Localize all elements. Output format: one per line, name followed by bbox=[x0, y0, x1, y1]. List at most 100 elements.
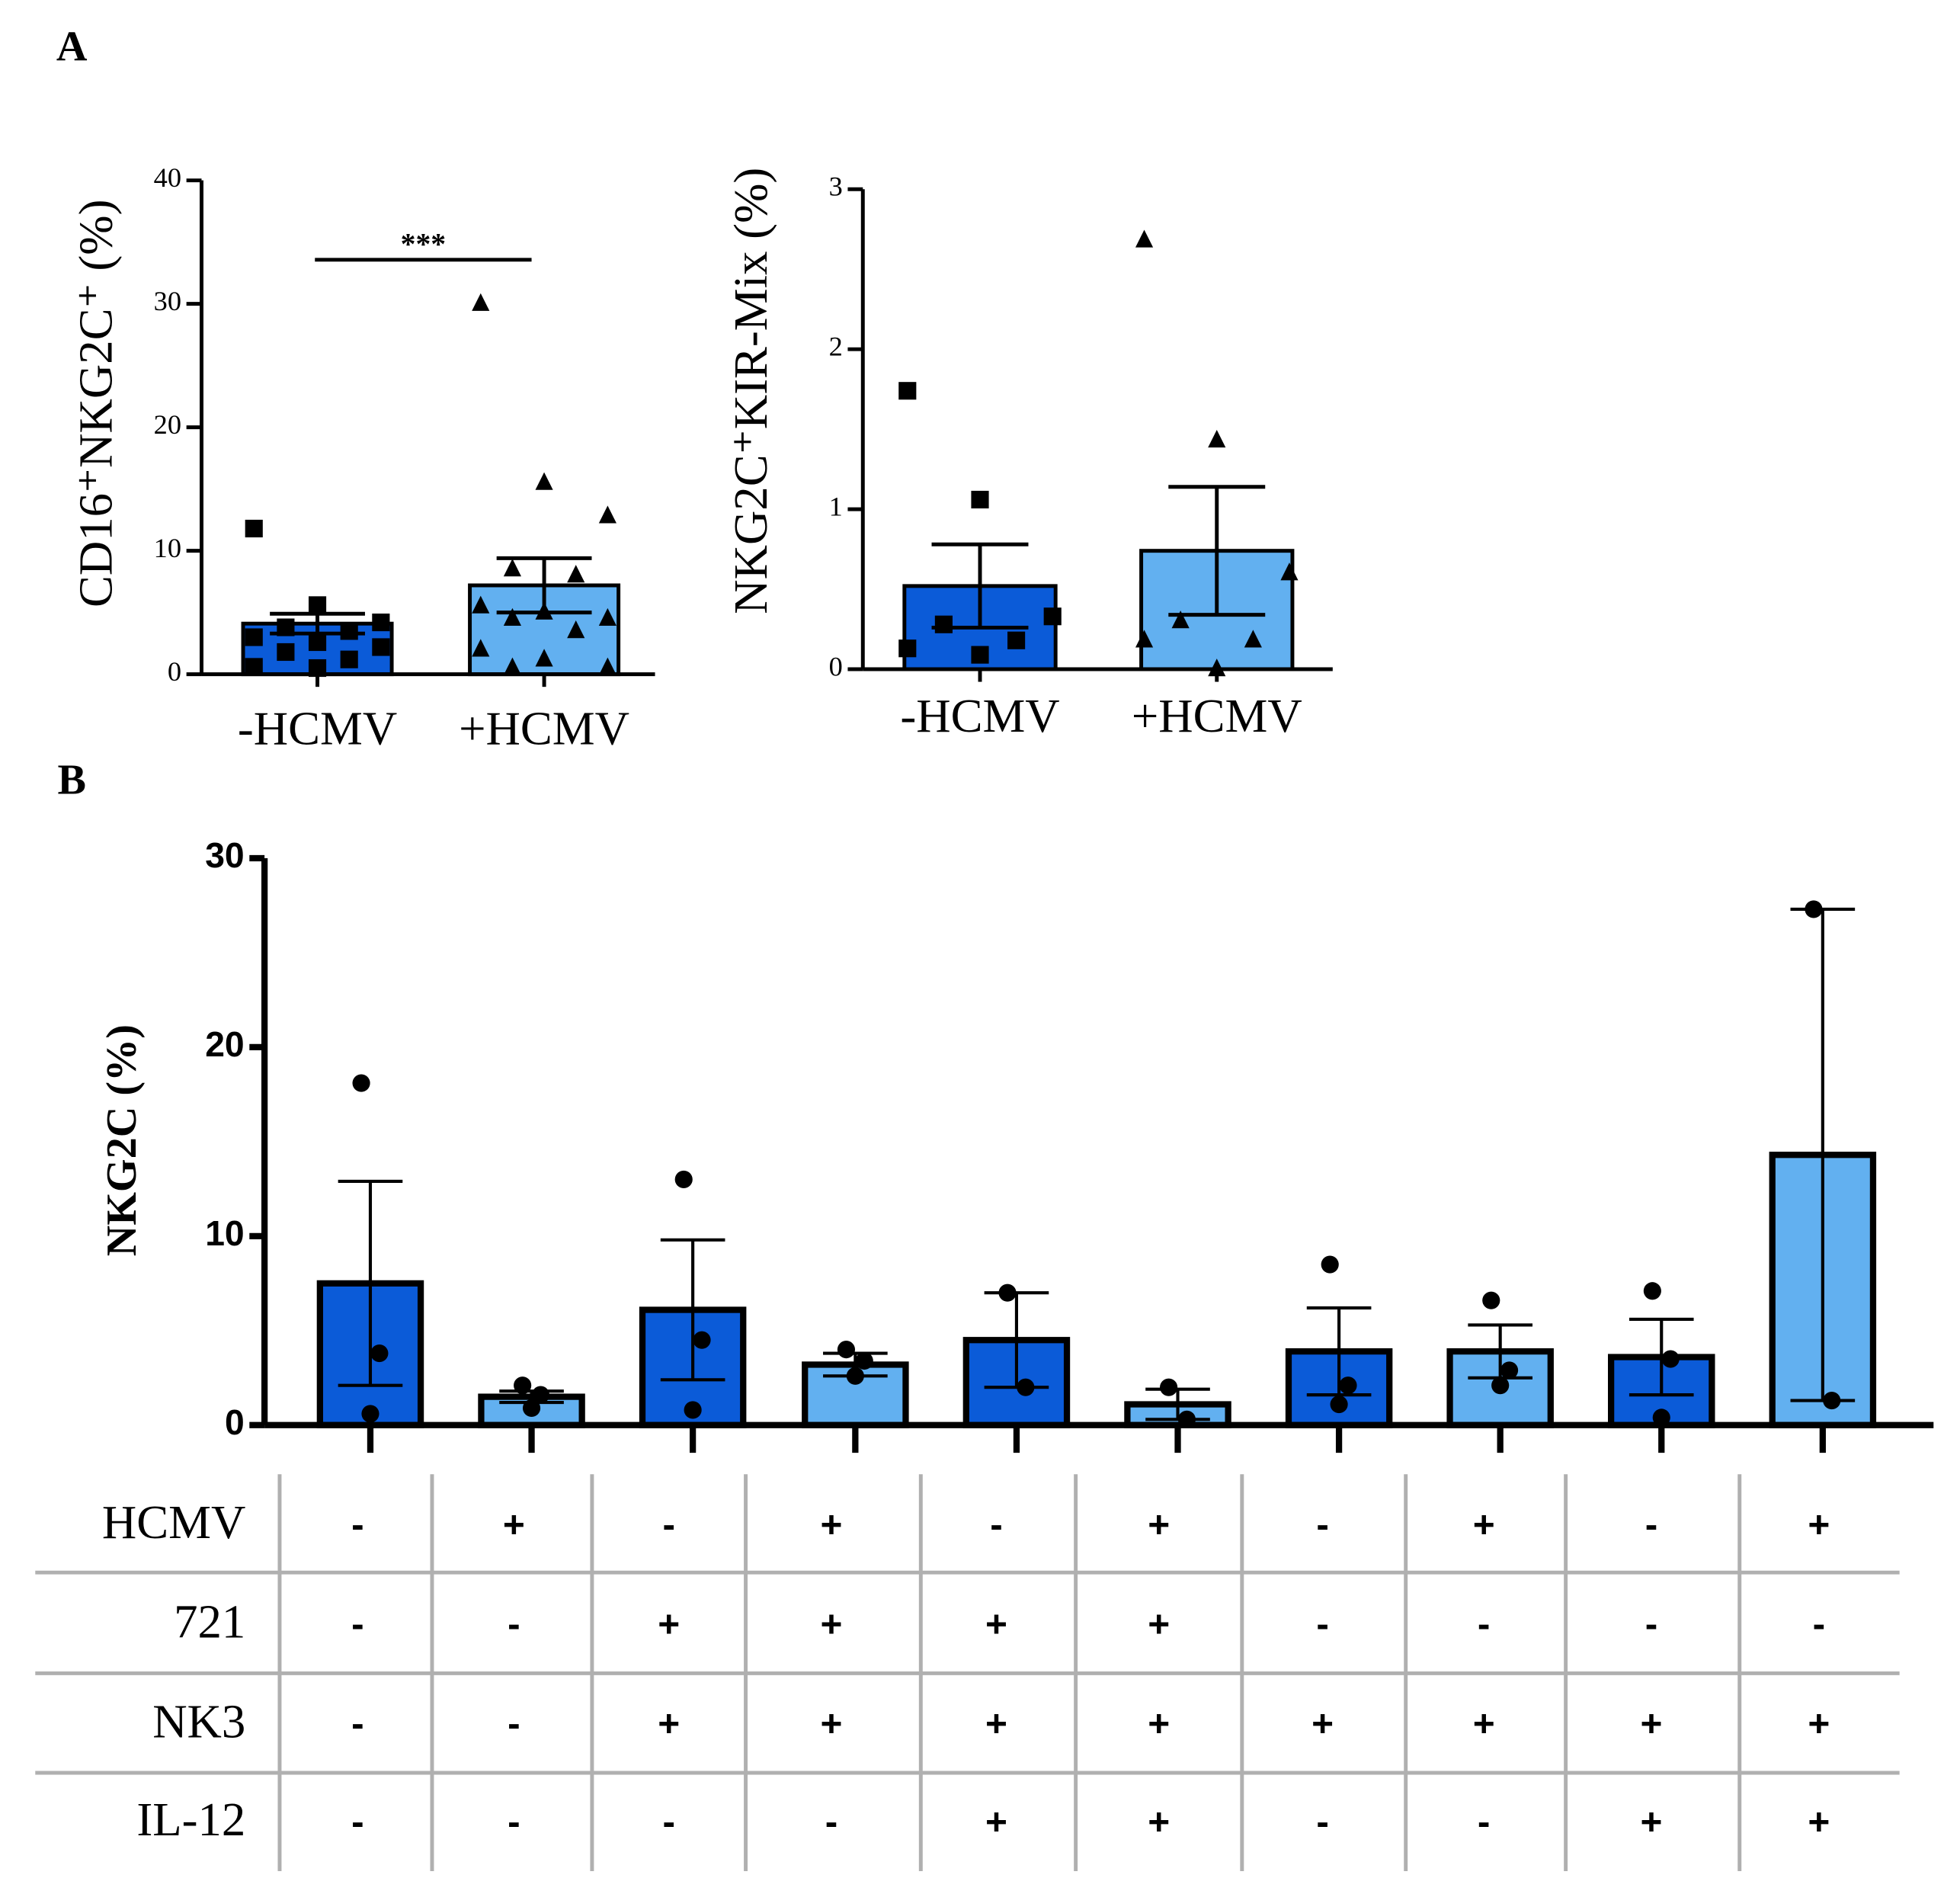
point bbox=[245, 628, 263, 646]
condition-value: - bbox=[508, 1702, 520, 1745]
condition-value: + bbox=[1311, 1702, 1334, 1745]
error-bar bbox=[823, 1351, 888, 1378]
significance-label: *** bbox=[401, 227, 446, 261]
y-tick-label: 1 bbox=[829, 491, 843, 521]
condition-label: IL-12 bbox=[136, 1793, 245, 1846]
y-tick-label: 20 bbox=[154, 409, 181, 440]
condition-label: 721 bbox=[174, 1595, 245, 1649]
error-bar bbox=[499, 1389, 564, 1405]
condition-value: + bbox=[985, 1602, 1007, 1645]
point bbox=[352, 1074, 370, 1092]
condition-value: + bbox=[1148, 1602, 1170, 1645]
condition-value: - bbox=[1316, 1503, 1329, 1546]
y-tick-label: 10 bbox=[205, 1213, 244, 1253]
point bbox=[372, 638, 390, 656]
condition-value: + bbox=[1808, 1503, 1830, 1546]
condition-value: + bbox=[1641, 1702, 1663, 1745]
condition-value: - bbox=[825, 1800, 838, 1843]
point bbox=[1339, 1376, 1357, 1395]
condition-value: - bbox=[1645, 1503, 1658, 1546]
point bbox=[472, 595, 490, 614]
condition-value: - bbox=[351, 1503, 364, 1546]
condition-value: - bbox=[1316, 1602, 1329, 1645]
condition-value: - bbox=[351, 1702, 364, 1745]
point bbox=[1500, 1361, 1519, 1380]
point bbox=[472, 293, 490, 311]
condition-value: + bbox=[503, 1503, 525, 1546]
point bbox=[1643, 1282, 1661, 1300]
condition-value: + bbox=[1808, 1702, 1830, 1745]
point bbox=[372, 614, 390, 632]
point bbox=[684, 1401, 702, 1419]
condition-value: - bbox=[662, 1800, 675, 1843]
point bbox=[1135, 630, 1154, 648]
condition-value: + bbox=[1808, 1800, 1830, 1843]
point bbox=[898, 382, 917, 400]
condition-value: - bbox=[1478, 1800, 1491, 1843]
point bbox=[855, 1351, 873, 1370]
error-bar bbox=[1468, 1323, 1532, 1380]
condition-value: - bbox=[1316, 1800, 1329, 1843]
y-tick-label: 3 bbox=[829, 171, 843, 202]
point bbox=[245, 658, 263, 676]
point bbox=[1160, 1378, 1178, 1396]
y-axis-label: CD16⁺NKG2C⁺ (%) bbox=[69, 199, 123, 607]
point bbox=[361, 1405, 380, 1423]
point bbox=[971, 646, 989, 664]
point bbox=[898, 639, 917, 658]
x-tick-label: -HCMV bbox=[238, 702, 397, 755]
condition-value: - bbox=[1645, 1602, 1658, 1645]
error-bar bbox=[270, 611, 365, 636]
condition-grid bbox=[35, 1474, 1900, 1871]
condition-value: + bbox=[820, 1702, 842, 1745]
point bbox=[503, 607, 521, 626]
point bbox=[1244, 630, 1262, 648]
point bbox=[472, 639, 490, 657]
condition-value: + bbox=[1148, 1702, 1170, 1745]
point bbox=[598, 607, 617, 626]
condition-value: - bbox=[508, 1602, 520, 1645]
point bbox=[1280, 562, 1299, 581]
error-bar bbox=[984, 1291, 1049, 1389]
point bbox=[674, 1170, 693, 1189]
panel-label: B bbox=[57, 756, 85, 803]
point bbox=[1208, 429, 1226, 448]
error-bar bbox=[660, 1238, 725, 1382]
condition-value: + bbox=[1148, 1503, 1170, 1546]
error-bar bbox=[931, 542, 1029, 630]
point bbox=[1482, 1291, 1500, 1309]
condition-label: HCMV bbox=[102, 1495, 245, 1549]
point bbox=[340, 622, 358, 640]
x-tick-label: +HCMV bbox=[459, 702, 629, 755]
point bbox=[1330, 1395, 1348, 1414]
point bbox=[308, 633, 327, 652]
point bbox=[971, 490, 989, 509]
point bbox=[1491, 1376, 1510, 1395]
point bbox=[1661, 1350, 1680, 1368]
point bbox=[503, 559, 521, 577]
condition-value: - bbox=[1478, 1602, 1491, 1645]
point bbox=[370, 1344, 389, 1363]
condition-value: + bbox=[985, 1702, 1007, 1745]
y-tick-label: 2 bbox=[829, 332, 843, 362]
condition-value: - bbox=[990, 1503, 1003, 1546]
point bbox=[598, 505, 617, 524]
error-bar bbox=[1306, 1306, 1372, 1397]
condition-value: + bbox=[1473, 1503, 1495, 1546]
point bbox=[1007, 631, 1026, 649]
condition-value: + bbox=[985, 1800, 1007, 1843]
condition-value: - bbox=[351, 1602, 364, 1645]
point bbox=[1171, 611, 1190, 629]
condition-label: NK3 bbox=[152, 1694, 245, 1748]
y-tick-label: 40 bbox=[154, 162, 181, 193]
y-axis-label: NKG2C (%) bbox=[98, 1024, 146, 1256]
y-tick-label: 30 bbox=[154, 286, 181, 316]
point bbox=[934, 615, 953, 633]
condition-value: + bbox=[1641, 1800, 1663, 1843]
point bbox=[1043, 607, 1062, 626]
point bbox=[1321, 1255, 1339, 1274]
y-tick-label: 0 bbox=[829, 651, 843, 681]
condition-value: - bbox=[351, 1800, 364, 1843]
y-axis-label: NKG2C⁺KIR-Mix (%) bbox=[724, 168, 777, 614]
point bbox=[567, 565, 585, 583]
